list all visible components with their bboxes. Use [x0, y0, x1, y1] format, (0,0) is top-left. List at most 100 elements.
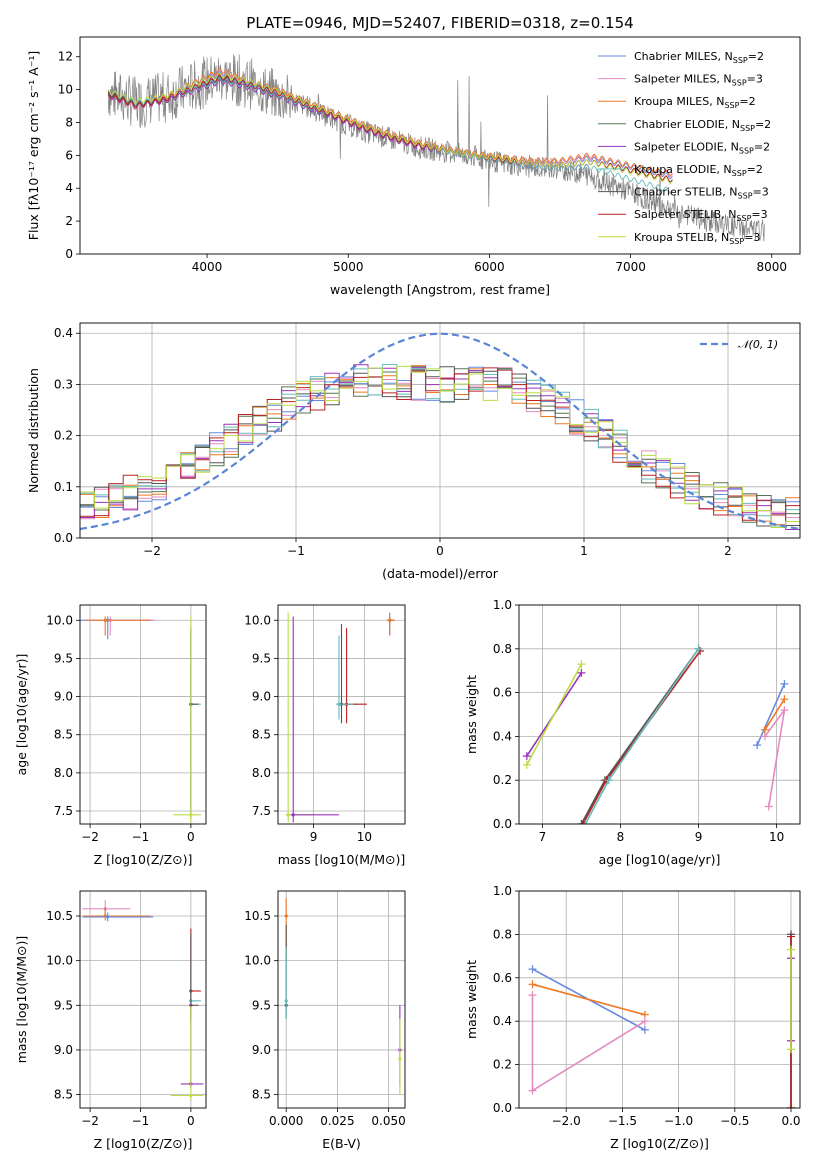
- weight-marker: [528, 991, 537, 1000]
- y-tick-label: 8.0: [54, 766, 73, 780]
- weight-marker: [764, 802, 773, 811]
- x-tick-label: 9: [310, 830, 318, 844]
- weight-marker: [753, 741, 762, 750]
- data-point: [284, 914, 288, 918]
- data-point: [337, 702, 341, 706]
- legend-entry: Kroupa STELIB, NSSP=3: [598, 231, 760, 246]
- legend-entry: Salpeter ELODIE, NSSP=2: [598, 140, 770, 155]
- legend-prefix: Kroupa MILES, N: [634, 95, 724, 108]
- x-tick-label: −2.0: [552, 1114, 581, 1128]
- data-point: [398, 1057, 402, 1061]
- x-tick-label: 0: [436, 544, 444, 558]
- weight-marker: [522, 760, 531, 769]
- weight-marker: [694, 644, 703, 653]
- y-tick-label: 0.1: [54, 480, 73, 494]
- chart-title: PLATE=0946, MJD=52407, FIBERID=0318, z=0…: [246, 14, 633, 32]
- x-tick-label: −1.0: [664, 1114, 693, 1128]
- y-tick-label: 9.5: [54, 998, 73, 1012]
- plot-area: [107, 54, 765, 242]
- panel-age-vs-mass: 9 10 7.5 8.0 8.5 9.0 9.5 10.0 mass [log10(M/M⊙)]: [244, 604, 406, 867]
- data-point: [291, 813, 295, 817]
- legend-suffix: =3: [744, 231, 760, 244]
- weight-marker: [760, 725, 769, 734]
- legend-sub: SSP: [732, 79, 747, 88]
- x-axis-label: mass [log10(M/M⊙)]: [278, 852, 406, 867]
- weight-marker: [640, 1017, 649, 1026]
- x-tick-label: 2: [724, 544, 732, 558]
- data-point: [286, 813, 290, 817]
- y-tick-label: 9.0: [54, 1043, 73, 1057]
- y-tick-label: 9.5: [252, 998, 271, 1012]
- y-tick-label: 0.8: [493, 927, 512, 941]
- weight-line: [764, 698, 786, 731]
- panel-spectrum: 4000 5000 6000 7000 8000 0 2 4 6 8 10 12 Chabrier MI…: [26, 14, 801, 297]
- weight-marker: [780, 706, 789, 715]
- legend-suffix: =2: [748, 50, 764, 63]
- x-tick-label: 4000: [192, 260, 223, 274]
- y-tick-label: 0.2: [493, 1058, 512, 1072]
- y-tick-label: 10.0: [46, 954, 73, 968]
- legend-sub: SSP: [729, 237, 744, 246]
- weight-line: [532, 983, 646, 1016]
- x-tick-label: −2: [143, 544, 161, 558]
- weight-marker: [577, 668, 586, 677]
- y-tick-label: 0.6: [493, 971, 512, 985]
- plot-area: [80, 616, 201, 823]
- x-tick-label: 0: [187, 830, 195, 844]
- x-tick-label: 7000: [615, 260, 646, 274]
- histogram-step: [80, 365, 800, 528]
- weight-marker: [787, 932, 796, 941]
- data-point: [189, 1093, 193, 1098]
- y-tick-label: 10: [58, 83, 73, 97]
- y-tick-label: 9.0: [54, 690, 73, 704]
- y-tick-label: 2: [65, 214, 73, 228]
- weight-marker: [577, 820, 586, 824]
- x-tick-label: −2: [81, 1114, 99, 1128]
- legend-sub: SSP: [733, 56, 748, 65]
- x-tick-label: 0.0: [781, 1114, 800, 1128]
- legend-suffix: =2: [755, 118, 771, 131]
- panel-age-vs-Z: −2 −1 0 7.5 8.0 8.5 9.0 9.5 10.0 Z [log10(Z/Z⊙)] a…: [14, 604, 207, 867]
- x-tick-label: 0: [187, 1114, 195, 1128]
- y-tick-label: 8.5: [252, 1088, 271, 1102]
- legend-sub: SSP: [724, 101, 739, 110]
- weight-marker: [780, 695, 789, 704]
- y-tick-label: 8.5: [252, 728, 271, 742]
- y-tick-label: 9.5: [252, 651, 271, 665]
- panel-mass-vs-Z: −2 −1 0 8.5 9.0 9.5 10.0 10.5 Z [log10(Z/Z⊙)] mas…: [14, 890, 207, 1151]
- legend-prefix: Kroupa STELIB, N: [634, 231, 729, 244]
- y-tick-label: 4: [65, 181, 73, 195]
- y-tick-label: 8.0: [252, 766, 271, 780]
- legend-label: Kroupa ELODIE, NSSP=2: [634, 163, 763, 178]
- legend-prefix: Kroupa ELODIE, N: [634, 163, 732, 176]
- weight-line: [582, 650, 701, 824]
- weight-marker: [787, 1045, 796, 1054]
- x-tick-label: 10: [357, 830, 372, 844]
- y-tick-label: 1.0: [493, 598, 512, 612]
- y-axis-label: Flux [fλ10⁻¹⁷ erg cm⁻² s⁻¹ A⁻¹]: [26, 51, 41, 240]
- y-tick-label: 8.5: [54, 728, 73, 742]
- y-tick-label: 6: [65, 148, 73, 162]
- y-tick-label: 0: [65, 247, 73, 261]
- x-tick-label: −2: [81, 830, 99, 844]
- weight-marker: [528, 1086, 537, 1095]
- data-point: [189, 813, 193, 817]
- y-tick-label: 10.0: [244, 954, 271, 968]
- legend-prefix: Chabrier STELIB, N: [634, 186, 738, 199]
- y-tick-label: 9.5: [54, 651, 73, 665]
- legend-prefix: Salpeter ELODIE, N: [634, 140, 739, 153]
- panel-weight-vs-age: 7 8 9 10 0.0 0.2 0.4 0.6 0.8 1.0 age [log10(age/yr…: [464, 598, 801, 867]
- panel-mass-vs-ebv: 0.000 0.025 0.050 8.5 9.0 9.5 10.0 10.5 E(B-V): [244, 890, 406, 1151]
- y-axis-label: mass weight: [464, 675, 479, 754]
- plot-area: [528, 930, 796, 1108]
- y-tick-label: 10.5: [244, 909, 271, 923]
- y-tick-label: 0.0: [54, 531, 73, 545]
- weight-line: [756, 683, 786, 746]
- legend-suffix: =2: [739, 95, 755, 108]
- x-tick-label: 0.000: [269, 1114, 303, 1128]
- legend-label: Salpeter STELIB, NSSP=3: [634, 208, 768, 223]
- x-tick-label: 8000: [756, 260, 787, 274]
- x-tick-label: 9: [695, 830, 703, 844]
- y-tick-label: 12: [58, 50, 73, 64]
